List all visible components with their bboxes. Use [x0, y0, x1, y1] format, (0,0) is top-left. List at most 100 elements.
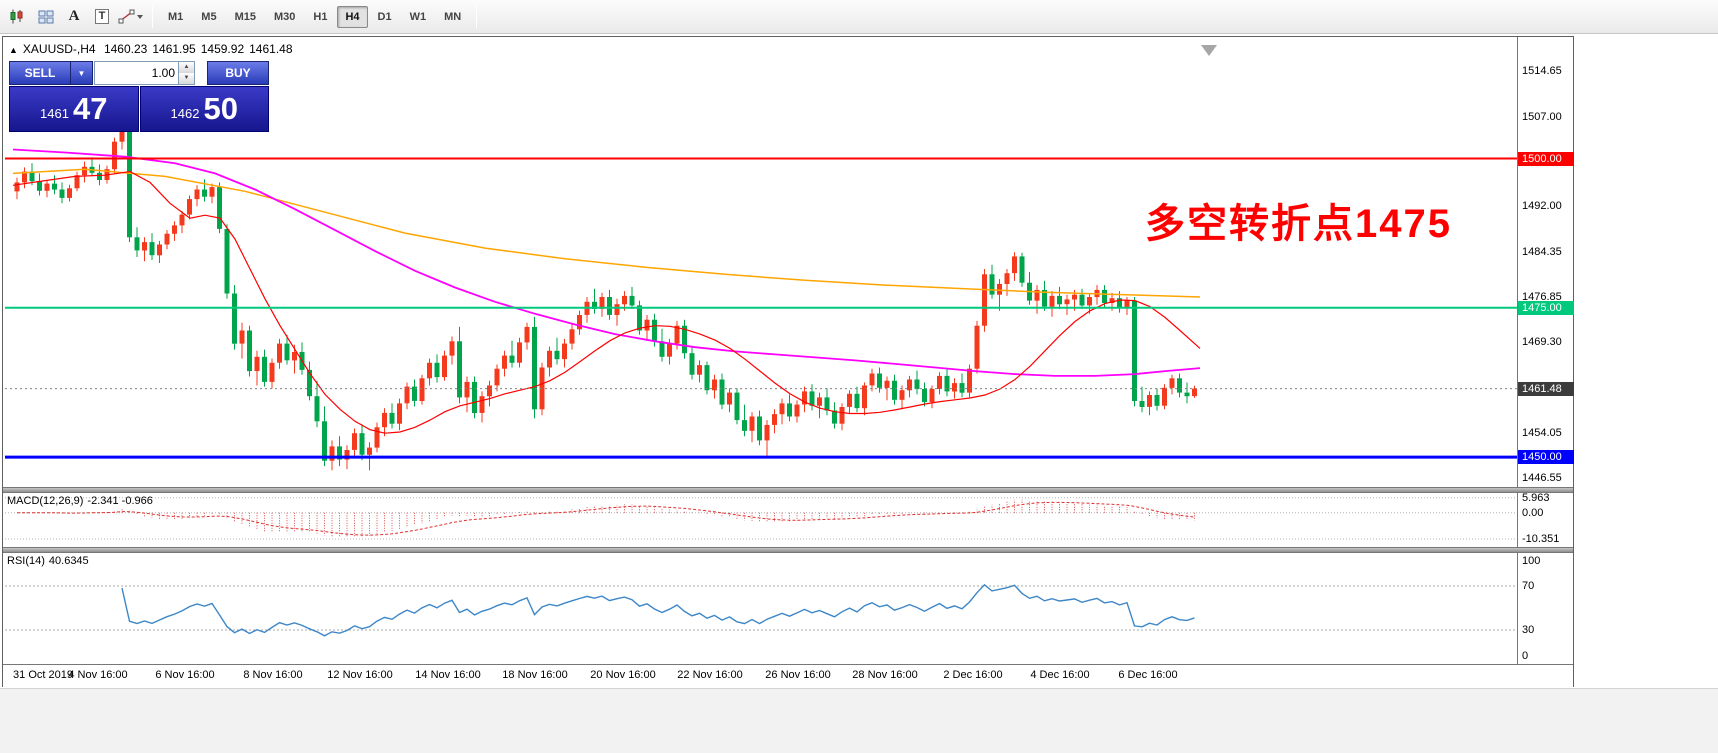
time-axis-label: 18 Nov 16:00 [502, 669, 568, 681]
macd-values: -2.341 -0.966 [87, 495, 153, 507]
symbol-period: XAUUSD-,H4 [22, 42, 96, 56]
time-axis-label: 4 Nov 16:00 [68, 669, 128, 681]
price-axis[interactable]: 1514.65 1507.00 1492.00 1484.35 1476.85 1469.… [1517, 37, 1574, 664]
status-area [0, 688, 1718, 753]
rsi-label: RSI(14) 40.6345 [7, 555, 89, 567]
price-axis-label: 1492.00 [1522, 200, 1562, 213]
tf-mn[interactable]: MN [436, 6, 469, 28]
time-axis-label: 22 Nov 16:00 [677, 669, 743, 681]
trade-controls-row: SELL ▼ ▲ ▼ BUY [9, 61, 269, 85]
ma-slow-orange [12, 168, 1201, 298]
time-axis-label: 14 Nov 16:00 [415, 669, 481, 681]
rsi-value: 40.6345 [48, 555, 89, 567]
time-axis-label: 6 Nov 16:00 [155, 669, 215, 681]
close-value: 1461.48 [249, 42, 293, 56]
buy-button[interactable]: BUY [207, 61, 269, 85]
macd-axis-label: 5.963 [1522, 491, 1550, 504]
chevron-down-icon [137, 15, 143, 19]
ohlc-header: ▲ XAUUSD-,H4 1460.23 1461.95 1459.92 1461.48 [9, 42, 298, 56]
hline-price-label: 1475.00 [1518, 300, 1574, 315]
sell-price-pips: 47 [72, 91, 108, 126]
volume-input[interactable] [94, 61, 179, 85]
rsi-axis-label: 30 [1522, 624, 1535, 636]
trade-prices-row: 1461 47 1462 50 [9, 86, 269, 132]
one-click-trading-panel: SELL ▼ ▲ ▼ BUY 1461 47 1462 [9, 61, 269, 132]
volume-increase-button[interactable]: ▲ [179, 62, 194, 73]
letter-t-icon: T [94, 9, 110, 24]
tf-h1[interactable]: H1 [305, 6, 335, 28]
tile-windows-button[interactable] [33, 5, 59, 29]
sell-button[interactable]: SELL [9, 61, 71, 85]
time-axis-label: 8 Nov 16:00 [243, 669, 303, 681]
open-value: 1460.23 [103, 42, 148, 56]
macd-label: MACD(12,26,9) -2.341 -0.966 [7, 495, 153, 507]
text-box-button[interactable]: T [89, 5, 115, 29]
candlestick-icon [10, 9, 23, 24]
panel-separator[interactable] [3, 547, 1573, 553]
rsi-axis-label: 100 [1522, 555, 1541, 567]
volume-decrease-button[interactable]: ▼ [179, 73, 194, 84]
high-value: 1461.95 [152, 42, 196, 56]
main-toolbar: A T M1 M5 M15 M30 H1 H4 D1 W1 MN [0, 0, 1718, 34]
grid-icon [38, 10, 54, 23]
time-axis-label: 20 Nov 16:00 [590, 669, 656, 681]
price-axis-label: 1476.85 [1522, 290, 1562, 303]
trade-panel-toggle[interactable]: ▲ [9, 45, 18, 55]
rsi-axis-label: 70 [1522, 580, 1535, 592]
price-axis-label: 1454.05 [1522, 426, 1562, 439]
volume-stepper: ▲ ▼ [94, 61, 196, 85]
time-axis-label: 4 Dec 16:00 [1030, 669, 1090, 681]
crosshair-tools-button[interactable] [117, 5, 145, 29]
trendline-icon [118, 9, 143, 24]
timeframe-toolbar: M1 M5 M15 M30 H1 H4 D1 W1 MN [159, 5, 470, 28]
low-value: 1459.92 [200, 42, 245, 56]
price-axis-label: 1514.65 [1522, 65, 1562, 77]
chart-window: ▲ XAUUSD-,H4 1460.23 1461.95 1459.92 1461.48… [2, 36, 1574, 687]
text-label-button[interactable]: A [61, 5, 87, 29]
price-axis-label: 1469.30 [1522, 335, 1562, 348]
current-price-label: 1461.48 [1518, 381, 1574, 396]
time-axis-label: 12 Nov 16:00 [327, 669, 393, 681]
tf-m1[interactable]: M1 [160, 6, 191, 28]
price-axis-label: 1484.35 [1522, 245, 1562, 258]
volume-spinner: ▲ ▼ [179, 61, 195, 85]
time-axis-label: 6 Dec 16:00 [1118, 669, 1178, 681]
sell-price-button[interactable]: 1461 47 [9, 86, 139, 132]
tf-m30[interactable]: M30 [266, 6, 303, 28]
macd-axis-label: 0.00 [1522, 506, 1544, 519]
time-axis-label: 26 Nov 16:00 [765, 669, 831, 681]
hline-price-label: 1450.00 [1518, 450, 1574, 465]
price-chart-svg [5, 45, 1517, 471]
price-axis-label: 1507.00 [1522, 110, 1562, 123]
macd-chart[interactable] [5, 493, 1517, 547]
time-axis-label: 2 Dec 16:00 [943, 669, 1003, 681]
time-axis[interactable]: 31 Oct 2019 4 Nov 16:00 6 Nov 16:00 8 Nov 1… [3, 664, 1573, 687]
tf-m5[interactable]: M5 [193, 6, 224, 28]
tf-d1[interactable]: D1 [370, 6, 400, 28]
macd-axis-label: -10.351 [1522, 533, 1560, 545]
time-axis-label: 31 Oct 2019 [13, 669, 73, 681]
price-chart[interactable] [5, 39, 1517, 487]
buy-price-whole: 1462 [170, 106, 200, 121]
chart-annotation[interactable]: 多空转折点1475 [1145, 202, 1452, 246]
toolbar-separator [476, 5, 478, 28]
tf-h4[interactable]: H4 [337, 5, 368, 28]
candles [14, 123, 1197, 471]
tf-m15[interactable]: M15 [227, 6, 264, 28]
order-type-dropdown[interactable]: ▼ [71, 61, 93, 85]
panel-separator[interactable] [3, 487, 1573, 493]
chart-type-button[interactable] [5, 5, 31, 29]
tf-w1[interactable]: W1 [402, 6, 435, 28]
time-axis-label: 28 Nov 16:00 [852, 669, 918, 681]
rsi-panel: RSI(14) 40.6345 [3, 553, 1517, 663]
chart-shift-marker [1201, 45, 1217, 56]
buy-price-button[interactable]: 1462 50 [139, 86, 269, 132]
rsi-axis-label: 0 [1522, 650, 1529, 662]
buy-price-pips: 50 [203, 91, 238, 126]
price-axis-label: 1446.55 [1522, 471, 1562, 484]
sell-price-whole: 1461 [40, 106, 69, 121]
letter-a-icon: A [68, 8, 80, 24]
rsi-svg [5, 583, 1517, 637]
rsi-chart[interactable] [5, 553, 1517, 663]
